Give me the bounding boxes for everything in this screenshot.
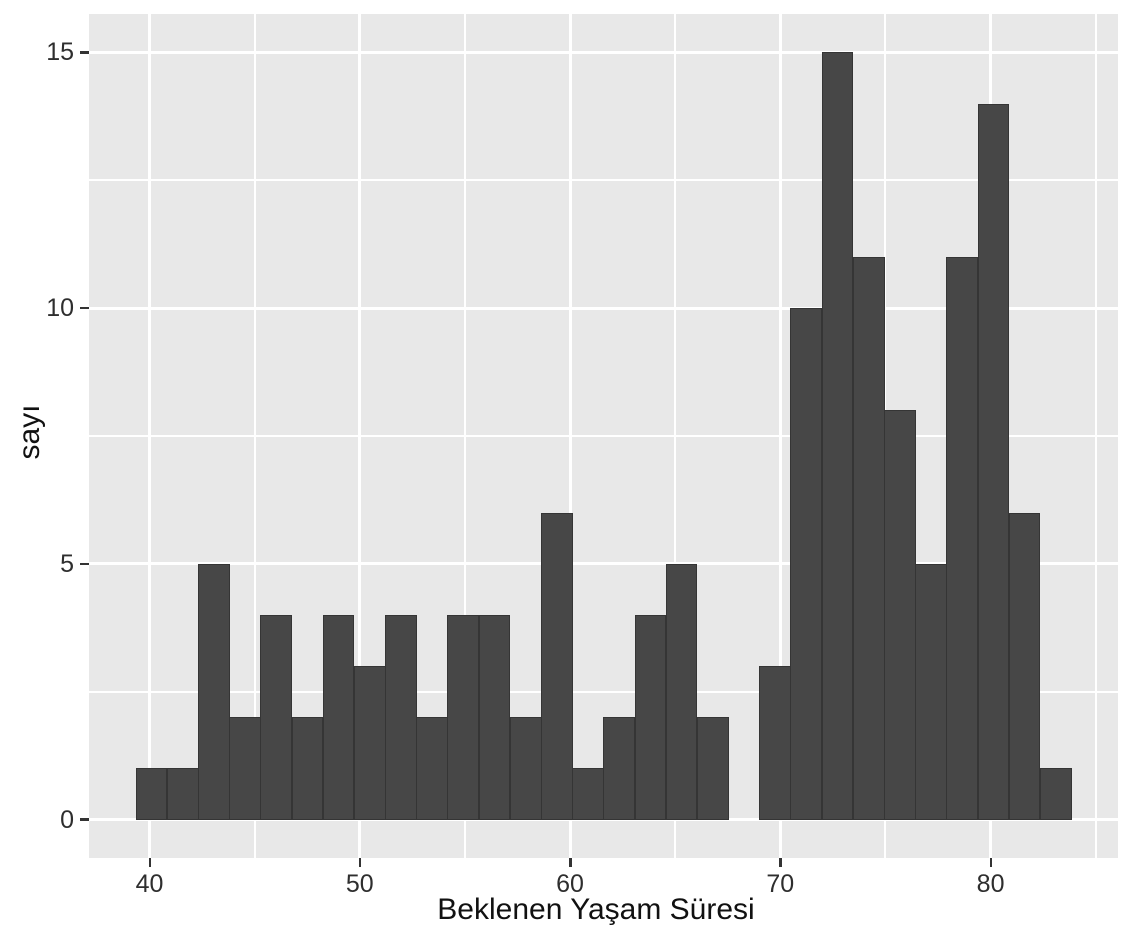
x-tick-label: 80 <box>976 870 1005 898</box>
histogram-bar <box>821 52 854 820</box>
x-tick-mark <box>569 858 572 867</box>
histogram-bar <box>166 768 199 820</box>
y-tick-mark <box>80 562 89 566</box>
y-gridline-major <box>89 50 1118 54</box>
y-gridline-minor <box>89 179 1118 182</box>
x-gridline-major <box>568 14 572 858</box>
x-tick-label: 70 <box>766 870 795 898</box>
y-tick-label: 0 <box>60 805 74 834</box>
histogram-bar <box>759 666 791 820</box>
y-gridline-minor <box>89 435 1118 437</box>
y-gridline-major <box>89 306 1118 310</box>
histogram-bar <box>696 717 729 820</box>
x-tick-mark <box>779 858 782 867</box>
histogram-bar <box>353 666 386 820</box>
histogram-bar <box>447 615 480 820</box>
y-tick-mark <box>80 818 89 821</box>
histogram-bar <box>977 103 1010 820</box>
y-axis-title: sayı <box>13 404 46 460</box>
histogram-bar <box>416 717 448 820</box>
y-tick-mark <box>80 306 89 310</box>
x-gridline-major <box>778 14 782 858</box>
x-tick-label: 60 <box>556 870 584 898</box>
histogram-bar <box>884 410 916 820</box>
x-gridline-major <box>148 14 152 858</box>
x-tick-label: 50 <box>345 870 374 898</box>
y-tick-label: 5 <box>60 549 74 578</box>
y-tick-label: 10 <box>46 293 74 322</box>
histogram-bar <box>915 563 947 820</box>
histogram-bar <box>572 768 604 820</box>
y-gridline-major <box>89 562 1118 566</box>
y-tick-mark <box>80 51 89 54</box>
histogram-bar <box>790 308 823 820</box>
y-gridline-major <box>89 818 1118 822</box>
histogram-bar <box>260 615 293 820</box>
x-tick-mark <box>989 858 993 867</box>
histogram-bar <box>478 615 511 820</box>
histogram-bar <box>135 768 168 820</box>
histogram-bar <box>229 717 261 820</box>
plot-panel <box>89 14 1118 858</box>
x-gridline-major <box>358 14 362 858</box>
histogram-bar <box>665 563 698 820</box>
histogram-bar <box>198 563 230 820</box>
histogram-bar <box>385 615 417 820</box>
y-tick-label: 15 <box>46 38 74 67</box>
y-gridline-minor <box>89 690 1118 693</box>
x-tick-mark <box>148 858 152 867</box>
histogram-bar <box>509 717 542 820</box>
histogram-bar <box>946 256 979 820</box>
histogram-bar <box>541 512 573 820</box>
histogram-bar <box>603 717 636 820</box>
histogram-bar <box>852 256 885 820</box>
x-axis-title: Beklenen Yaşam Süresi <box>437 893 755 926</box>
histogram-bar <box>322 615 355 820</box>
histogram-bar <box>634 615 667 820</box>
x-tick-mark <box>358 858 362 867</box>
x-tick-label: 40 <box>135 870 164 898</box>
histogram-bar <box>1039 768 1072 820</box>
histogram-bar <box>1008 512 1041 820</box>
histogram-bar <box>291 717 324 820</box>
